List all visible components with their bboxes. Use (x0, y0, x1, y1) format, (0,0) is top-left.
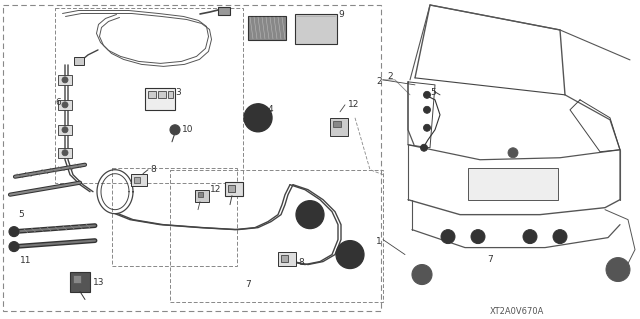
Bar (74, 57, 84, 65)
Text: 8: 8 (150, 165, 156, 174)
Circle shape (424, 124, 431, 131)
Circle shape (9, 226, 19, 237)
Circle shape (606, 257, 630, 282)
Text: XT2A0V670A: XT2A0V670A (490, 308, 545, 316)
Circle shape (303, 208, 317, 222)
Circle shape (62, 102, 68, 108)
Circle shape (412, 264, 432, 285)
Bar (55, 8, 243, 183)
Bar (225, 182, 243, 196)
Text: 8: 8 (298, 257, 304, 267)
Bar (58, 100, 72, 110)
Circle shape (557, 234, 563, 240)
Text: 3: 3 (175, 88, 180, 97)
Bar (195, 190, 209, 202)
Circle shape (9, 241, 19, 252)
Bar (73, 275, 81, 283)
Text: 13: 13 (93, 278, 104, 286)
Bar (134, 177, 140, 183)
Bar (330, 118, 348, 136)
Bar (131, 174, 147, 186)
Circle shape (445, 234, 451, 240)
Circle shape (508, 148, 518, 158)
Bar (58, 148, 72, 158)
Text: 12: 12 (210, 185, 221, 194)
Text: 7: 7 (245, 279, 251, 288)
Circle shape (553, 230, 567, 244)
Bar (218, 7, 230, 15)
Text: 5: 5 (18, 210, 24, 219)
Bar (248, 16, 286, 40)
Circle shape (336, 241, 364, 269)
Circle shape (523, 230, 537, 244)
Text: 1: 1 (376, 237, 381, 246)
Text: 4: 4 (268, 105, 274, 114)
Bar (281, 255, 288, 262)
Text: 2: 2 (387, 72, 392, 81)
Text: 11: 11 (20, 256, 31, 264)
Bar (158, 91, 166, 98)
Bar (3, 5, 381, 311)
Circle shape (62, 127, 68, 133)
Bar (198, 192, 203, 197)
Text: 12: 12 (348, 100, 360, 109)
Text: 6: 6 (55, 98, 61, 107)
Bar (148, 91, 156, 98)
Circle shape (296, 201, 324, 229)
Bar (70, 271, 90, 292)
Bar (58, 125, 72, 135)
Bar (170, 170, 383, 302)
Circle shape (441, 230, 455, 244)
Bar (168, 91, 173, 98)
Text: 2: 2 (376, 77, 381, 86)
Text: 5: 5 (430, 88, 436, 97)
Circle shape (251, 111, 265, 125)
Circle shape (424, 106, 431, 113)
Bar (468, 168, 558, 200)
Text: 9: 9 (338, 10, 344, 19)
Circle shape (475, 234, 481, 240)
Circle shape (62, 77, 68, 83)
Text: 10: 10 (182, 125, 193, 134)
Circle shape (527, 234, 533, 240)
Bar (333, 121, 341, 127)
Bar (145, 88, 175, 110)
Circle shape (471, 230, 485, 244)
Bar (295, 14, 337, 44)
Bar (278, 252, 296, 265)
Circle shape (343, 248, 357, 262)
Circle shape (420, 144, 428, 151)
Circle shape (62, 150, 68, 156)
Bar (58, 75, 72, 85)
Circle shape (244, 104, 272, 132)
Circle shape (170, 125, 180, 135)
Bar (228, 185, 235, 192)
Circle shape (424, 91, 431, 98)
Text: 7: 7 (487, 255, 493, 263)
Bar (112, 168, 237, 265)
